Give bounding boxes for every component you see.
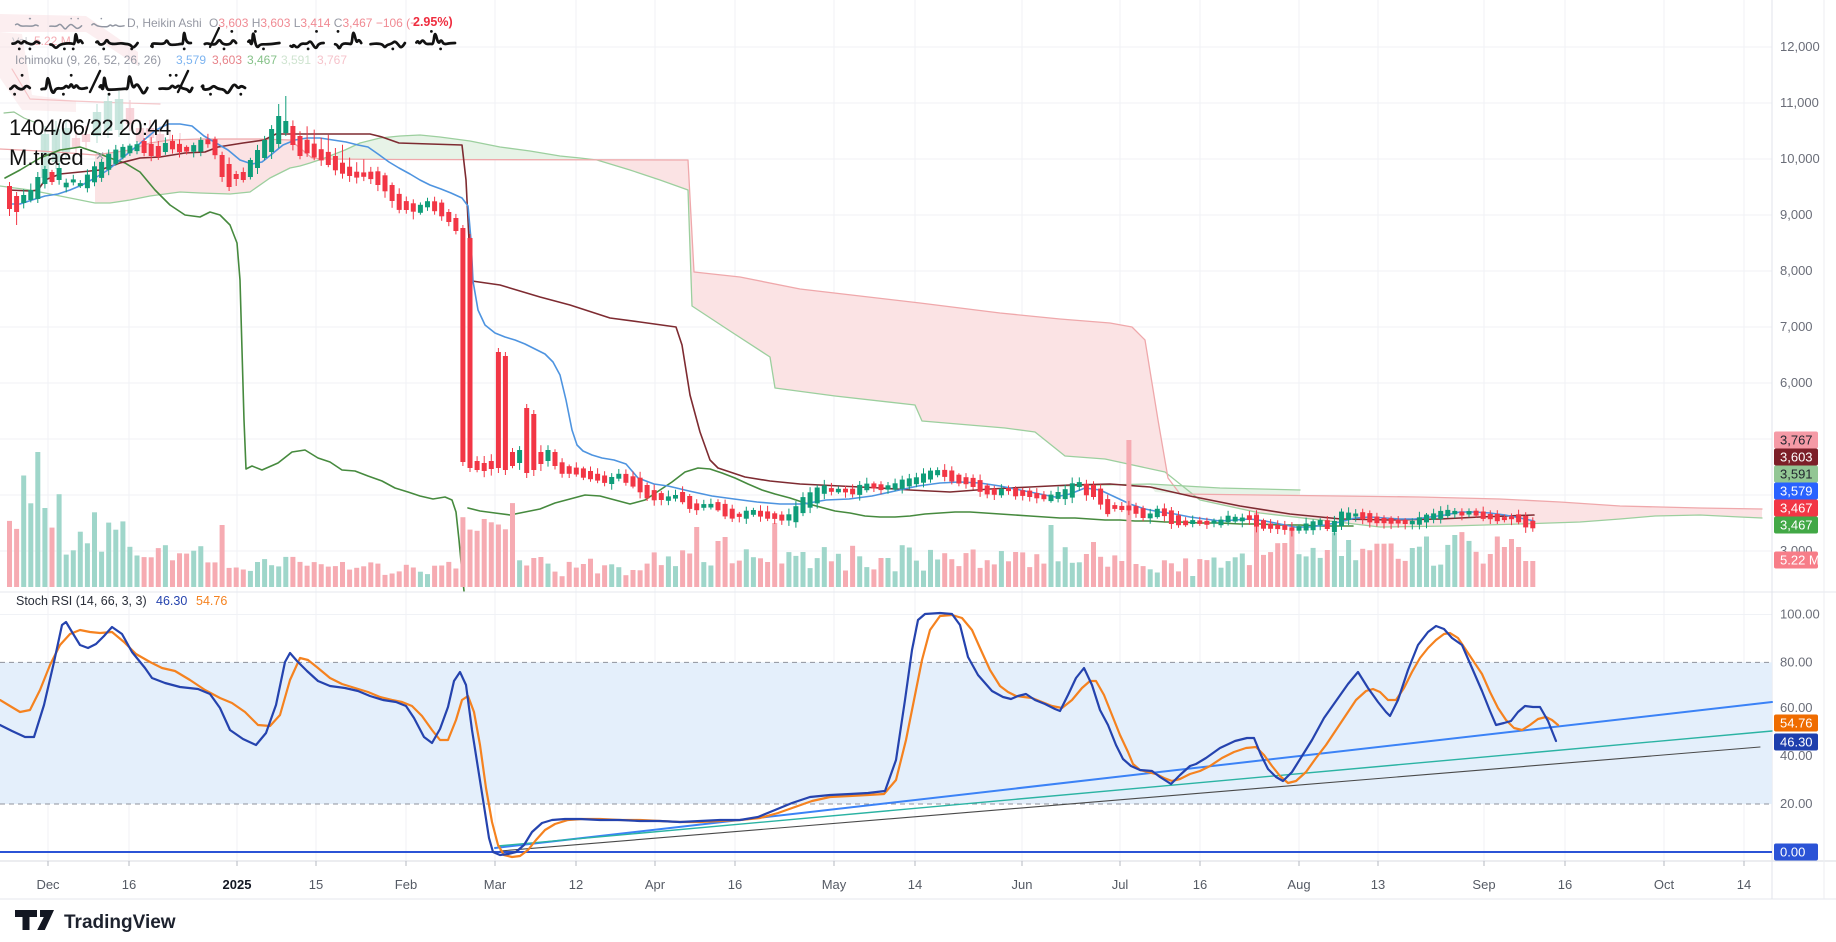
svg-text:Ichimoku (9, 26, 52, 26, 26): Ichimoku (9, 26, 52, 26, 26): [15, 53, 161, 67]
svg-text:16: 16: [1193, 877, 1207, 892]
svg-text:12: 12: [569, 877, 583, 892]
svg-text:✕: ✕: [95, 149, 105, 163]
svg-text:Apr: Apr: [645, 877, 666, 892]
svg-text:6,000: 6,000: [1780, 375, 1813, 390]
svg-text:3,579: 3,579: [176, 53, 206, 67]
svg-text:3,603: 3,603: [212, 53, 242, 67]
svg-text:TradingView: TradingView: [64, 912, 176, 933]
svg-text:3,603: 3,603: [1780, 450, 1813, 465]
svg-text:3,767: 3,767: [317, 53, 347, 67]
svg-text:3,467: 3,467: [247, 53, 277, 67]
svg-text:3,591: 3,591: [281, 53, 311, 67]
svg-text:46.30: 46.30: [156, 594, 187, 608]
svg-text:Mar: Mar: [484, 877, 507, 892]
svg-text:Jun: Jun: [1012, 877, 1033, 892]
svg-text:3,767: 3,767: [1780, 433, 1813, 448]
svg-text:3,467: 3,467: [1780, 518, 1813, 533]
svg-text:3,591: 3,591: [1780, 467, 1813, 482]
svg-text:80.00: 80.00: [1780, 654, 1813, 669]
svg-text:Oct: Oct: [1654, 877, 1675, 892]
svg-text:54.76: 54.76: [1780, 716, 1813, 731]
svg-text:May: May: [822, 877, 847, 892]
svg-text:40.00: 40.00: [1780, 748, 1813, 763]
svg-text:Aug: Aug: [1287, 877, 1310, 892]
svg-text:16: 16: [1558, 877, 1572, 892]
svg-text:11,000: 11,000: [1780, 95, 1819, 110]
svg-text:O3,603 H3,603 L3,414 C3,467 −1: O3,603 H3,603 L3,414 C3,467 −106 (−: [209, 16, 417, 30]
svg-text:Feb: Feb: [395, 877, 417, 892]
svg-text:46.30: 46.30: [1780, 735, 1813, 750]
svg-text:3,467: 3,467: [1780, 501, 1813, 516]
svg-text:16: 16: [728, 877, 742, 892]
svg-text:2.95%): 2.95%): [413, 15, 453, 29]
svg-text:Stoch RSI (14, 66, 3, 3): Stoch RSI (14, 66, 3, 3): [16, 594, 147, 608]
svg-text:14: 14: [908, 877, 922, 892]
svg-text:60.00: 60.00: [1780, 700, 1813, 715]
svg-text:D, Heikin Ashi: D, Heikin Ashi: [127, 16, 202, 30]
svg-text:7,000: 7,000: [1780, 319, 1813, 334]
svg-text:3,579: 3,579: [1780, 484, 1813, 499]
svg-text:16: 16: [122, 877, 136, 892]
svg-text:5.22 M: 5.22 M: [1780, 553, 1820, 568]
svg-text:15: 15: [309, 877, 323, 892]
svg-text:Jul: Jul: [1112, 877, 1129, 892]
svg-text:0.00: 0.00: [1780, 845, 1805, 860]
svg-text:1404/06/22 20:44: 1404/06/22 20:44: [9, 115, 171, 140]
svg-text:54.76: 54.76: [196, 594, 227, 608]
svg-text:Sep: Sep: [1472, 877, 1495, 892]
svg-text:10,000: 10,000: [1780, 151, 1820, 166]
svg-text:9,000: 9,000: [1780, 207, 1813, 222]
svg-text:M.traed: M.traed: [9, 145, 84, 170]
svg-text:2025: 2025: [223, 877, 252, 892]
svg-text:12,000: 12,000: [1780, 39, 1820, 54]
svg-text:13: 13: [1371, 877, 1385, 892]
svg-text:Dec: Dec: [36, 877, 60, 892]
svg-text:20.00: 20.00: [1780, 796, 1813, 811]
svg-text:100.00: 100.00: [1780, 607, 1820, 622]
svg-text:14: 14: [1737, 877, 1751, 892]
svg-text:8,000: 8,000: [1780, 263, 1813, 278]
